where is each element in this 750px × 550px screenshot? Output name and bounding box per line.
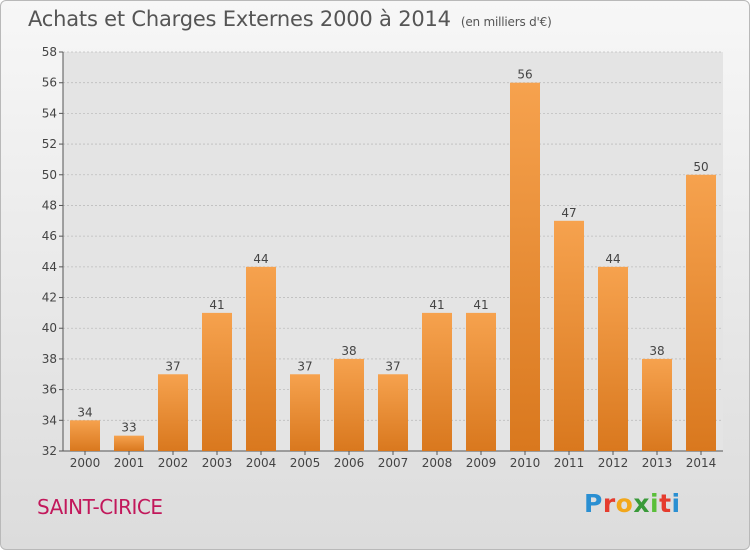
bar [510, 82, 540, 451]
chart-subtitle: (en milliers d'€) [460, 15, 552, 29]
data-label: 37 [165, 359, 180, 373]
logo-letter: i [671, 489, 681, 518]
commune-name: SAINT-CIRICE [37, 495, 163, 519]
bar [686, 174, 716, 451]
x-tick-label: 2001 [114, 456, 145, 470]
data-label: 33 [121, 421, 136, 435]
x-tick-label: 2002 [158, 456, 189, 470]
bar [202, 312, 232, 451]
y-tick-label: 40 [42, 321, 57, 335]
data-label: 56 [517, 68, 532, 82]
data-label: 44 [253, 252, 268, 266]
x-tick-label: 2012 [598, 456, 629, 470]
x-tick-label: 2003 [202, 456, 233, 470]
y-tick-label: 34 [42, 413, 57, 427]
bar [334, 358, 364, 451]
y-tick-label: 38 [42, 352, 57, 366]
data-label: 38 [649, 344, 664, 358]
bar [70, 420, 100, 451]
bar [114, 435, 144, 451]
data-label: 34 [77, 405, 92, 419]
x-tick-label: 2013 [642, 456, 673, 470]
y-tick-label: 32 [42, 444, 57, 458]
x-tick-label: 2014 [686, 456, 717, 470]
chart-title: Achats et Charges Externes 2000 à 2014 (e… [28, 7, 552, 31]
logo-letter: P [584, 489, 603, 518]
y-tick-label: 42 [42, 291, 57, 305]
bar [598, 266, 628, 451]
logo-letter: o [615, 489, 634, 518]
y-tick-label: 50 [42, 168, 57, 182]
x-tick-label: 2006 [334, 456, 365, 470]
data-label: 44 [605, 252, 620, 266]
y-tick-label: 44 [42, 260, 57, 274]
data-label: 41 [209, 298, 224, 312]
y-tick-label: 52 [42, 137, 57, 151]
logo-letter: r [602, 489, 616, 518]
bar [554, 220, 584, 451]
bar [466, 312, 496, 451]
y-tick-label: 58 [42, 45, 57, 59]
data-label: 47 [561, 206, 576, 220]
x-tick-label: 2011 [554, 456, 585, 470]
bar [422, 312, 452, 451]
bar [246, 266, 276, 451]
data-label: 37 [385, 359, 400, 373]
x-tick-label: 2004 [246, 456, 277, 470]
x-tick-label: 2007 [378, 456, 409, 470]
bar [158, 374, 188, 451]
logo-letter: i [650, 489, 660, 518]
chart-title-text: Achats et Charges Externes 2000 à 2014 [28, 7, 451, 31]
data-label: 50 [693, 160, 708, 174]
bar [290, 374, 320, 451]
bar [378, 374, 408, 451]
logo-letter: t [659, 489, 672, 518]
bar [642, 358, 672, 451]
y-tick-label: 54 [42, 106, 57, 120]
x-tick-label: 2009 [466, 456, 497, 470]
y-tick-label: 48 [42, 198, 57, 212]
data-label: 38 [341, 344, 356, 358]
x-tick-label: 2010 [510, 456, 541, 470]
y-tick-label: 46 [42, 229, 57, 243]
y-tick-label: 56 [42, 76, 57, 90]
logo-letter: x [633, 489, 650, 518]
y-tick-label: 36 [42, 383, 57, 397]
proxiti-logo: Proxiti [584, 489, 681, 518]
data-label: 37 [297, 359, 312, 373]
data-label: 41 [429, 298, 444, 312]
x-tick-label: 2005 [290, 456, 321, 470]
data-label: 41 [473, 298, 488, 312]
x-tick-label: 2000 [70, 456, 101, 470]
x-tick-label: 2008 [422, 456, 453, 470]
